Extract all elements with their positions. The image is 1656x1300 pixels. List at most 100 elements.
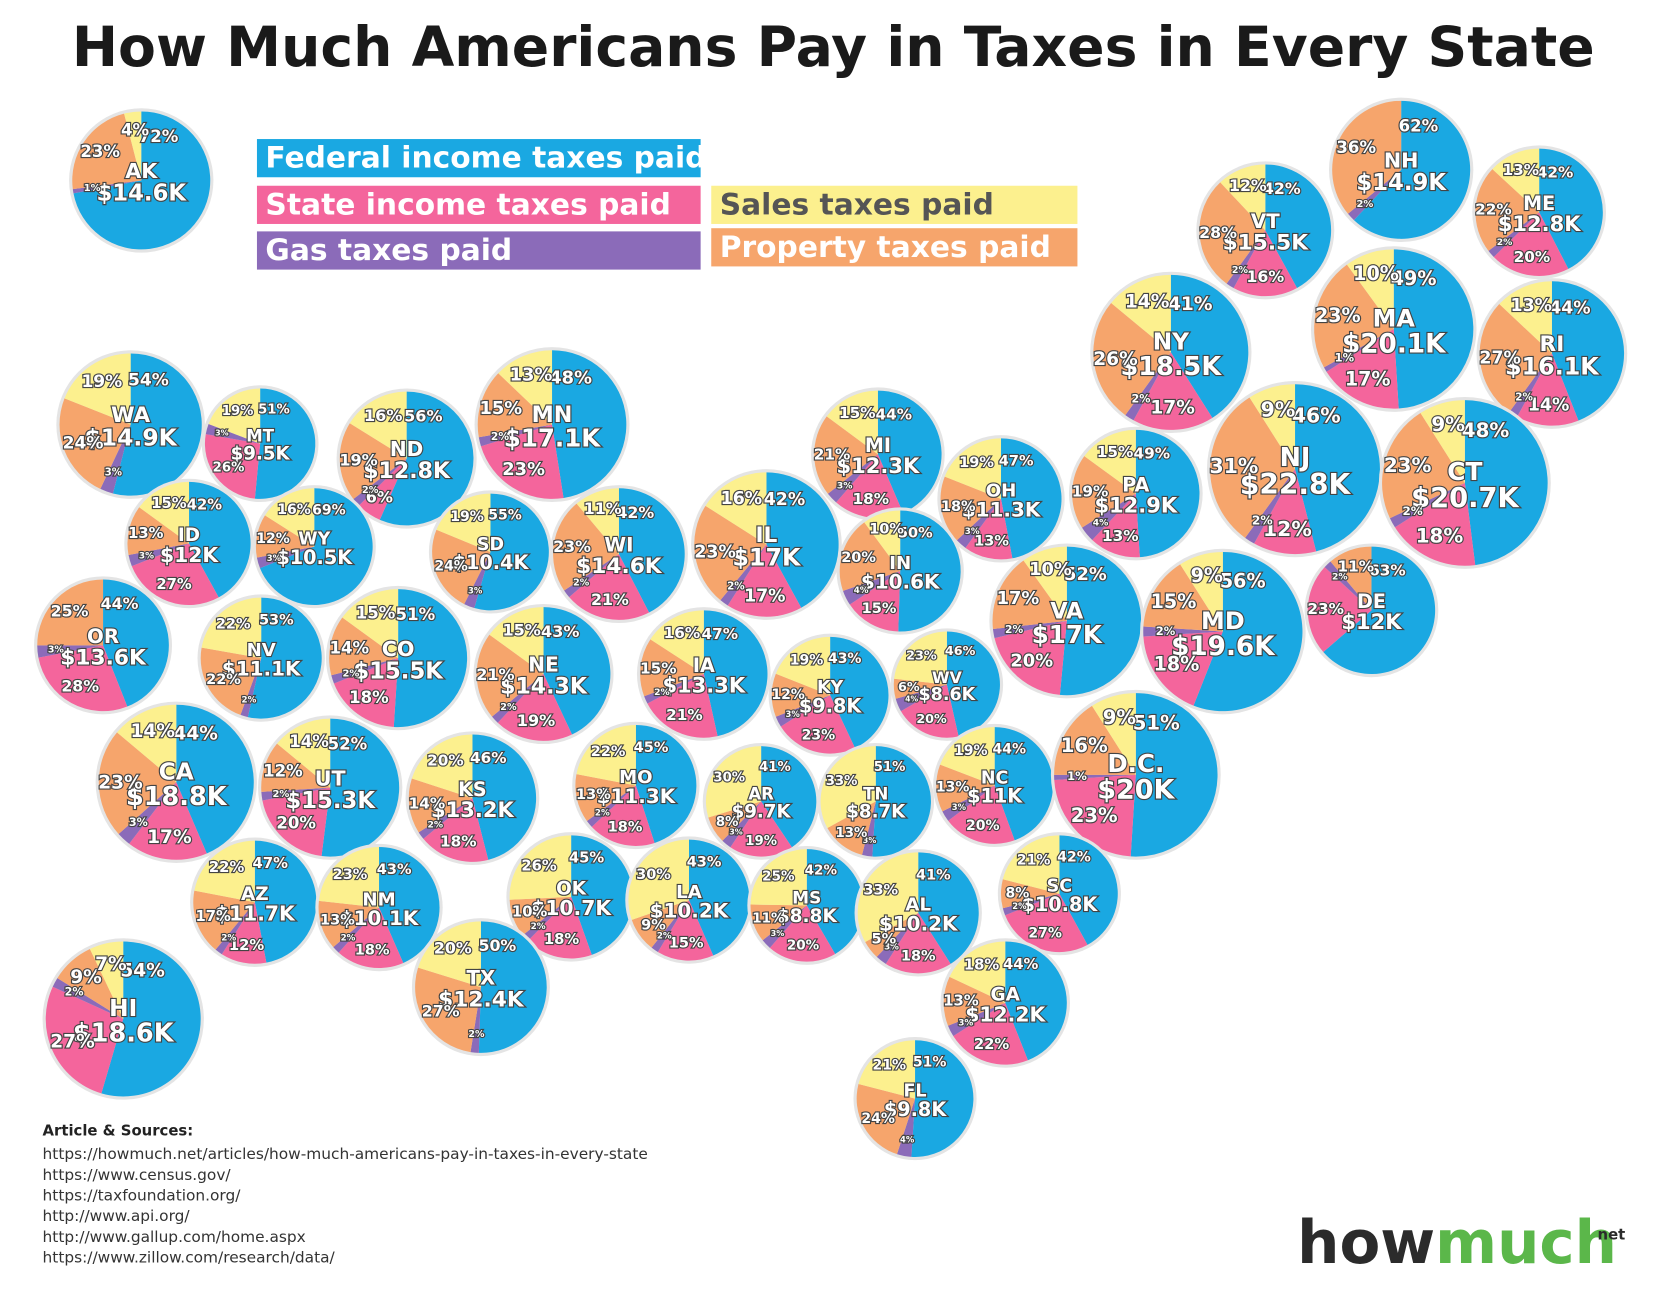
value-label: 15% <box>1097 443 1134 461</box>
value-label: 23% <box>98 773 143 794</box>
pie-slice <box>843 571 901 605</box>
state-total: $10.5K <box>276 546 353 569</box>
state-pie: AR$9.7K 41% 19%3%8% 30% <box>702 742 820 860</box>
value-label: 3% <box>863 836 877 845</box>
state-pie: OK$10.7K 45% 18%2% 10% 26% <box>506 832 636 962</box>
value-label: 20% <box>916 712 947 727</box>
value-label: 14% <box>409 794 446 812</box>
legend: Federal income taxes paid State income ta… <box>256 139 1078 270</box>
pie-slice <box>1551 281 1625 421</box>
pie-slice <box>618 488 685 613</box>
value-label: 31% <box>1210 454 1259 478</box>
value-label: 2% <box>1131 392 1150 405</box>
pie-slice <box>1326 329 1399 409</box>
pie-slice <box>591 785 655 846</box>
pie-slice <box>37 645 104 658</box>
value-label: 23% <box>802 728 836 744</box>
value-label: 30% <box>636 867 671 883</box>
pie-slice <box>1245 469 1296 544</box>
value-label: 18% <box>355 943 390 959</box>
value-label: 44% <box>876 405 913 423</box>
state-code: IA <box>693 654 715 677</box>
value-label: 3% <box>139 551 154 561</box>
state-total: $10.8K <box>1021 893 1098 916</box>
value-label: 52% <box>1064 564 1107 585</box>
pie-slice <box>1199 182 1266 284</box>
value-label: 20% <box>841 550 876 566</box>
state-total: $10.7K <box>531 896 612 920</box>
value-label: 19% <box>450 509 484 525</box>
value-label: 18% <box>901 948 936 964</box>
state-code: CA <box>159 758 194 785</box>
state-pie: TN$8.7K 51% 3%13% 33% <box>817 742 935 860</box>
value-label: 3% <box>952 802 967 812</box>
pie-slice <box>329 617 399 676</box>
value-label: 54% <box>120 960 165 981</box>
pie-slice <box>131 543 219 606</box>
source-link: http://www.gallup.com/home.aspx <box>43 1228 306 1246</box>
legend-label: Sales taxes paid <box>720 187 994 222</box>
state-code: UT <box>315 766 346 790</box>
pie-slice <box>1389 482 1465 528</box>
state-pie: WV$8.6K 46% 20% 4%6% 23% <box>890 628 1004 741</box>
state-total: $10.2K <box>650 899 730 923</box>
pie-slice <box>1092 693 1136 775</box>
pie-slice <box>1346 249 1394 330</box>
pie-slice <box>872 746 931 857</box>
value-label: 16% <box>664 624 701 642</box>
state-total: $14.9K <box>1356 170 1447 196</box>
pie-slice <box>1054 774 1136 857</box>
value-label: 11% <box>752 910 785 926</box>
pie-slice <box>720 544 767 606</box>
value-label: 20% <box>1514 248 1551 266</box>
value-label: 3% <box>837 480 853 491</box>
pie-slice <box>942 785 995 821</box>
pie-slice <box>766 472 839 608</box>
value-label: 8% <box>716 815 738 830</box>
pie-slice <box>827 454 878 503</box>
state-total: $15.3K <box>285 788 376 814</box>
value-label: 69% <box>312 502 346 518</box>
value-label: 19% <box>1072 483 1109 501</box>
pie-slice <box>474 493 549 611</box>
value-label: 13% <box>1102 527 1139 545</box>
state-total: $11K <box>967 785 1023 808</box>
pie-slice <box>472 734 537 860</box>
pie-slice <box>527 896 592 959</box>
pie-slice <box>1307 567 1372 653</box>
value-label: 54% <box>128 370 169 390</box>
value-label: 3% <box>965 527 980 537</box>
state-total: $10.2K <box>879 911 959 935</box>
state-total: $18.8K <box>126 782 228 812</box>
pie-slice <box>830 636 889 749</box>
value-label: 23% <box>1315 304 1361 327</box>
state-pie: AK$14.6K 72% 1% 23%4% <box>69 108 214 253</box>
pie-slice <box>478 921 547 1053</box>
state-total: $8.6K <box>919 685 977 705</box>
legend-label: State income taxes paid <box>265 187 670 222</box>
state-pie: NE$14.3K 43% 19%2% 21% 15% <box>473 603 614 745</box>
pie-slice <box>864 510 901 572</box>
state-total: $8.7K <box>846 801 906 822</box>
value-label: 13% <box>1511 296 1552 316</box>
value-label: 2% <box>362 485 379 496</box>
value-label: 19% <box>954 743 988 759</box>
pie-slice <box>1517 353 1579 426</box>
source-link: https://taxfoundation.org/ <box>43 1186 242 1204</box>
state-pie: CT$20.7K 48% 18% 2% 23% 9% <box>1378 396 1551 569</box>
value-label: 1% <box>1335 351 1355 365</box>
value-label: 21% <box>873 1057 907 1073</box>
pie-slice <box>936 764 995 812</box>
value-label: 23% <box>333 867 368 883</box>
value-label: 18% <box>964 957 1000 974</box>
pie-slice <box>492 674 544 723</box>
state-code: MN <box>532 402 573 428</box>
pie-slice <box>885 912 951 974</box>
pie-slice <box>1143 564 1223 632</box>
source-link: http://www.api.org/ <box>43 1207 191 1225</box>
state-total: $9.8K <box>884 1098 947 1121</box>
pie-slice <box>1082 493 1136 540</box>
value-label: 55% <box>488 508 522 524</box>
legend-label: Property taxes paid <box>720 230 1051 265</box>
pie-slice <box>635 724 697 843</box>
